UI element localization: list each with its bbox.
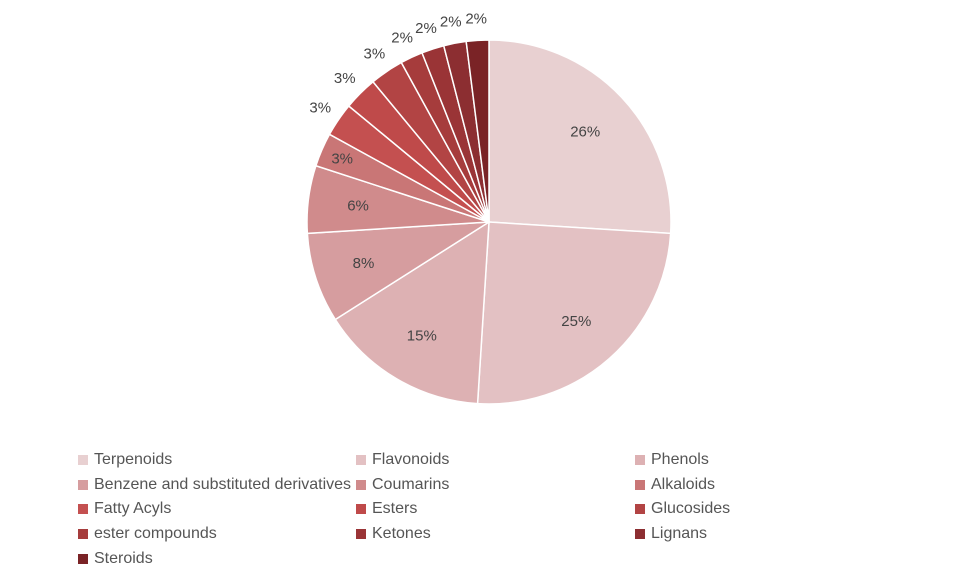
legend: Terpenoids Flavonoids Phenols Benzene and s… <box>78 450 958 569</box>
legend-label: Flavonoids <box>372 451 450 469</box>
legend-label: Ketones <box>372 525 431 543</box>
pie-slice-phenols[interactable] <box>334 220 490 405</box>
legend-swatch <box>78 455 88 466</box>
legend-label: Fatty Acyls <box>94 500 172 518</box>
pie-slice-benzene-and-substituted-derivatives[interactable] <box>306 221 490 321</box>
legend-item[interactable]: Fatty Acyls <box>78 499 356 520</box>
legend-label: ester compounds <box>94 525 217 543</box>
data-label: 3% <box>363 45 385 62</box>
data-label: 15% <box>407 328 437 345</box>
pie-slice-flavonoids[interactable] <box>476 221 672 405</box>
legend-swatch <box>356 504 366 515</box>
legend-item[interactable]: Glucosides <box>635 499 935 520</box>
legend-label: Coumarins <box>372 475 450 493</box>
data-label: 26% <box>570 124 600 141</box>
legend-item[interactable]: Alkaloids <box>635 475 935 496</box>
data-label: 2% <box>440 14 462 31</box>
data-label: 8% <box>353 255 375 272</box>
legend-item[interactable]: Ketones <box>356 524 635 545</box>
data-label: 2% <box>415 20 437 37</box>
legend-item[interactable]: Benzene and substituted derivatives <box>78 475 356 496</box>
data-label: 3% <box>331 150 353 167</box>
data-label: 3% <box>309 99 331 116</box>
legend-label: Benzene and substituted derivatives <box>94 475 352 493</box>
legend-item[interactable]: Terpenoids <box>78 450 356 471</box>
data-label: 3% <box>334 70 356 87</box>
legend-label: Glucosides <box>651 500 731 518</box>
legend-swatch <box>78 529 88 540</box>
legend-item[interactable]: Lignans <box>635 524 935 545</box>
legend-swatch <box>356 479 366 490</box>
legend-item[interactable]: Coumarins <box>356 475 635 496</box>
legend-swatch <box>78 479 88 490</box>
data-label: 2% <box>465 10 487 27</box>
legend-item[interactable]: Steroids <box>78 548 356 569</box>
data-label: 6% <box>347 197 369 214</box>
legend-item[interactable]: ester compounds <box>78 524 356 545</box>
legend-swatch <box>78 504 88 515</box>
legend-swatch <box>78 553 88 564</box>
data-label: 25% <box>561 313 591 330</box>
pie-slice-terpenoids[interactable] <box>488 39 672 235</box>
legend-item[interactable]: Phenols <box>635 450 935 471</box>
legend-swatch <box>356 455 366 466</box>
legend-swatch <box>635 455 645 466</box>
legend-label: Steroids <box>94 549 153 567</box>
legend-item[interactable]: Esters <box>356 499 635 520</box>
data-label: 2% <box>391 29 413 46</box>
legend-swatch <box>635 479 645 490</box>
legend-item[interactable]: Flavonoids <box>356 450 635 471</box>
legend-label: Esters <box>372 500 418 518</box>
legend-swatch <box>635 529 645 540</box>
legend-label: Lignans <box>651 525 708 543</box>
legend-label: Terpenoids <box>94 451 173 469</box>
legend-label: Phenols <box>651 451 709 469</box>
legend-label: Alkaloids <box>651 475 716 493</box>
pie-slice-steroids[interactable] <box>465 39 490 223</box>
legend-swatch <box>635 504 645 515</box>
pie-plot-area: 26%25%15%8%6%3%3%3%3%2%2% 2% 2% <box>306 10 672 405</box>
legend-swatch <box>356 529 366 540</box>
